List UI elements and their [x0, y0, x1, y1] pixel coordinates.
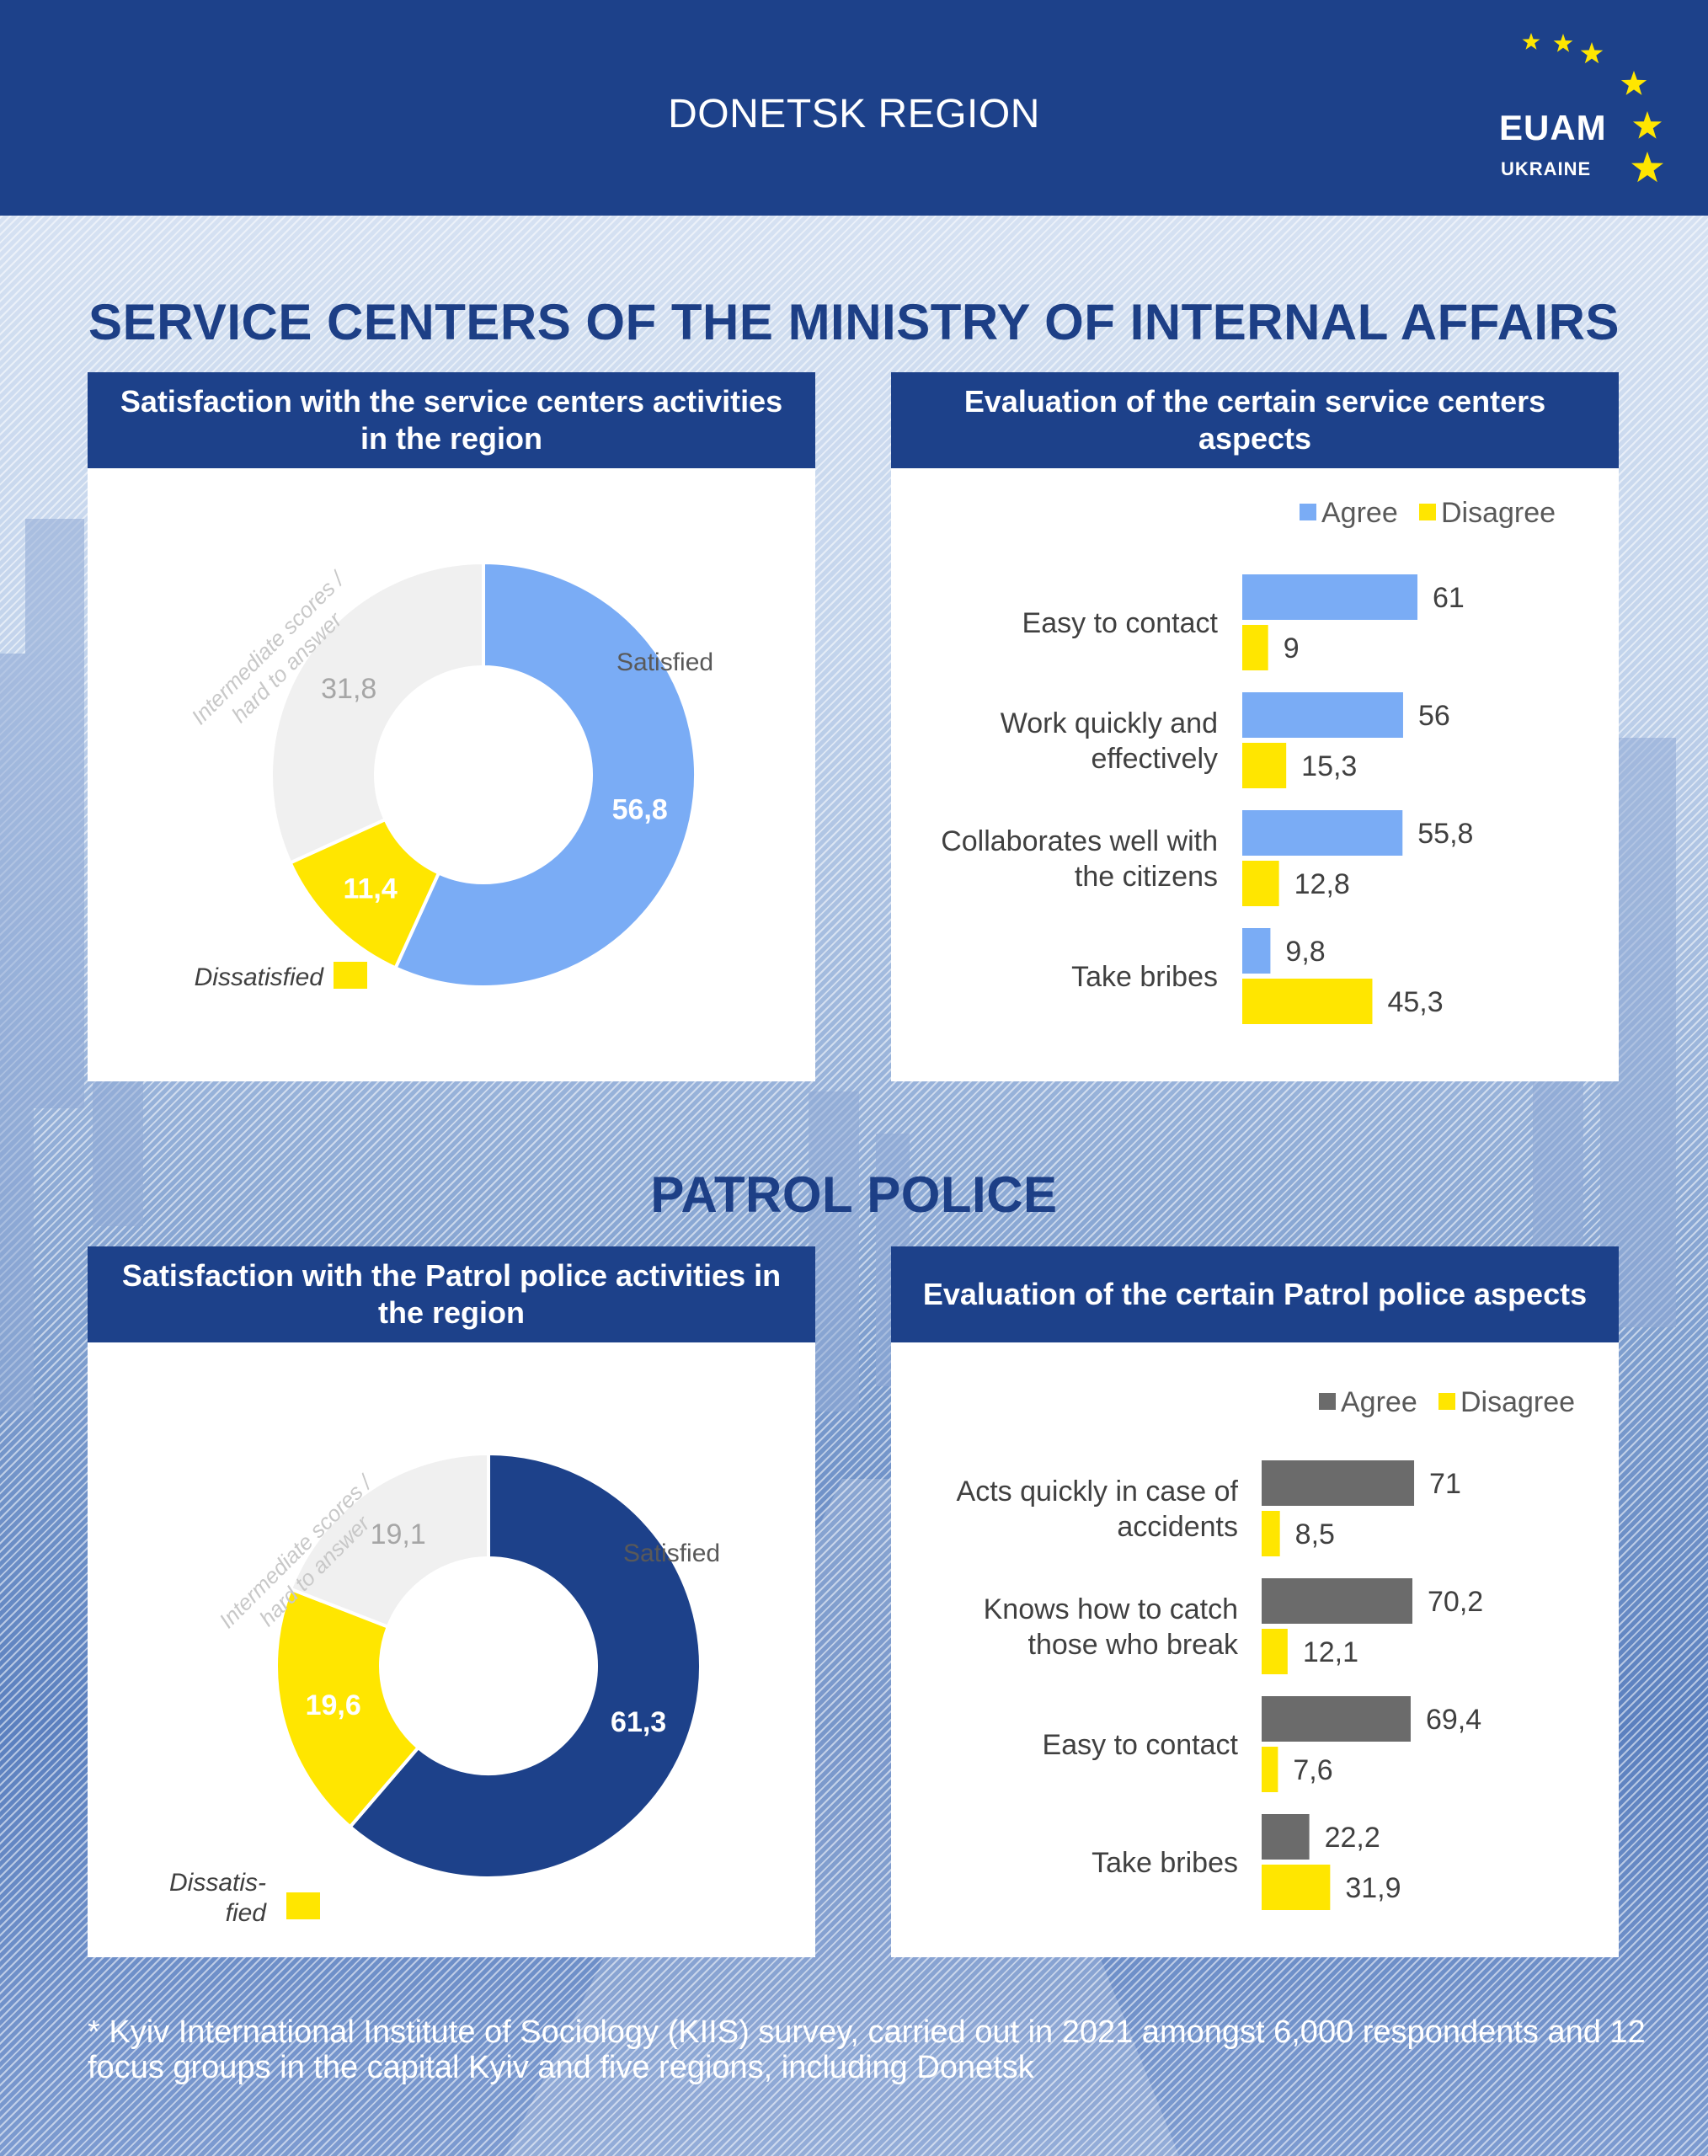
panel-title: Evaluation of the certain service center… — [891, 372, 1619, 468]
bar-value-label: 61 — [1433, 582, 1465, 614]
eu-star-icon — [1632, 111, 1663, 139]
bar-value-label: 56 — [1418, 700, 1450, 732]
bar-value-label: 9 — [1284, 632, 1300, 664]
slice-value-label: 19,6 — [306, 1689, 361, 1721]
bar — [1242, 743, 1287, 788]
bar-value-label: 45,3 — [1387, 986, 1443, 1018]
bar-value-label: 22,2 — [1325, 1822, 1380, 1854]
section-title-service-centers: SERVICE CENTERS OF THE MINISTRY OF INTER… — [88, 294, 1620, 350]
bar-value-label: 12,1 — [1303, 1636, 1358, 1668]
eu-star-icon — [1580, 42, 1604, 64]
category-label: those who break — [1028, 1629, 1239, 1661]
bar — [1262, 1629, 1288, 1674]
category-label: Collaborates well with — [941, 825, 1218, 857]
bar-value-label: 7,6 — [1293, 1754, 1332, 1786]
legend-swatch — [578, 645, 611, 674]
bar-value-label: 8,5 — [1295, 1518, 1335, 1550]
bar — [1242, 861, 1279, 906]
donut-slice — [275, 1587, 421, 1829]
bar-chart-patrol-police: Agree Disagree 71 8,5 Acts quickly in case o… — [957, 1386, 1575, 1910]
legend-swatch — [584, 1536, 618, 1565]
category-label: Take bribes — [1071, 961, 1218, 993]
header-band: DONETSK REGION EUAM UKRAINE — [0, 0, 1708, 216]
category-label: Easy to contact — [1022, 607, 1219, 639]
category-label: Work quickly and — [1001, 707, 1218, 739]
legend-label: Agree — [1341, 1386, 1417, 1418]
category-label: Knows how to catch — [984, 1593, 1238, 1625]
donut-slice — [392, 560, 697, 989]
bar — [1262, 1578, 1413, 1624]
bar-value-label: 15,3 — [1301, 750, 1357, 782]
bar — [1242, 692, 1403, 738]
eu-star-icon — [1620, 71, 1647, 95]
bar-value-label: 69,4 — [1426, 1704, 1481, 1736]
panel-title: Evaluation of the certain Patrol police … — [891, 1246, 1619, 1342]
panel-sc-satisfaction: Satisfaction with the service centers ac… — [88, 372, 815, 1081]
legend-label: Disagree — [1441, 497, 1556, 529]
donut-slice — [270, 560, 485, 866]
category-label: effectively — [1091, 743, 1218, 775]
category-label: Take bribes — [1092, 1847, 1238, 1879]
slice-value-label: 19,1 — [371, 1518, 426, 1550]
bar — [1262, 1865, 1331, 1910]
bar-value-label: 71 — [1429, 1468, 1461, 1500]
legend-swatch — [1419, 504, 1436, 520]
category-label: accidents — [1117, 1511, 1238, 1543]
legend-label: Agree — [1321, 497, 1398, 529]
panel-title: Satisfaction with the service centers ac… — [88, 372, 815, 468]
legend-label-dissatisfied: Dissatis- — [169, 1869, 266, 1897]
bar — [1262, 1814, 1310, 1860]
legend-swatch — [1319, 1393, 1336, 1410]
panel-sc-evaluation: Evaluation of the certain service center… — [891, 372, 1619, 1081]
section-title-patrol-police: PATROL POLICE — [650, 1166, 1058, 1223]
bar-value-label: 31,9 — [1345, 1872, 1401, 1904]
bar-value-label: 12,8 — [1294, 868, 1350, 900]
euam-logo: EUAM UKRAINE — [1482, 25, 1684, 194]
bar — [1262, 1460, 1415, 1506]
legend-swatch — [1300, 504, 1316, 520]
donut-chart-service-centers: 56,811,431,8SatisfiedDissatisfiedInterme… — [186, 560, 713, 991]
bar-value-label: 9,8 — [1285, 936, 1325, 968]
donut-chart-patrol-police: 61,319,619,1SatisfiedDissatis-fiedInterm… — [169, 1451, 720, 1927]
bar-value-label: 70,2 — [1428, 1586, 1483, 1618]
slice-value-label: 61,3 — [611, 1706, 666, 1738]
panel-title: Satisfaction with the Patrol police acti… — [88, 1246, 815, 1342]
source-footnote: * Kyiv International Institute of Sociol… — [88, 2015, 1646, 2085]
eu-star-icon — [1522, 33, 1540, 50]
bar — [1242, 810, 1403, 856]
legend-label-dissatisfied: Dissatisfied — [195, 963, 325, 991]
legend-label-satisfied: Satisfied — [616, 648, 713, 676]
eu-stars-icon — [1522, 33, 1663, 183]
donut-slice — [288, 1451, 490, 1630]
bar-value-label: 55,8 — [1417, 818, 1473, 850]
legend-swatch — [1438, 1393, 1455, 1410]
eu-star-icon — [1631, 152, 1663, 183]
eu-star-icon — [1553, 34, 1573, 52]
bar — [1242, 574, 1418, 620]
slice-value-label: 11,4 — [343, 873, 397, 905]
legend-label: Disagree — [1460, 1386, 1575, 1418]
bar — [1242, 979, 1373, 1024]
category-label: Acts quickly in case of — [957, 1476, 1239, 1508]
panel-pp-evaluation: Evaluation of the certain Patrol police … — [891, 1246, 1619, 1957]
category-label: Easy to contact — [1043, 1729, 1239, 1761]
bar-chart-service-centers: Agree Disagree 61 9 Easy to contact 56 15,3 Wor… — [941, 497, 1556, 1024]
category-label: the citizens — [1075, 861, 1218, 893]
bar — [1262, 1747, 1278, 1792]
region-title: DONETSK REGION — [668, 92, 1040, 136]
legend-label-satisfied: Satisfied — [623, 1540, 720, 1567]
logo-wordmark: EUAM — [1499, 108, 1607, 147]
legend-swatch — [334, 962, 367, 989]
bar — [1262, 1511, 1280, 1556]
slice-value-label: 31,8 — [321, 673, 376, 705]
bar — [1242, 625, 1268, 670]
legend-swatch — [286, 1892, 320, 1919]
logo-subtitle: UKRAINE — [1501, 158, 1592, 179]
bar — [1242, 928, 1271, 974]
bar — [1262, 1696, 1411, 1742]
slice-value-label: 56,8 — [612, 793, 668, 825]
panel-pp-satisfaction: Satisfaction with the Patrol police acti… — [88, 1246, 815, 1957]
legend-label-dissatisfied: fied — [226, 1899, 268, 1927]
